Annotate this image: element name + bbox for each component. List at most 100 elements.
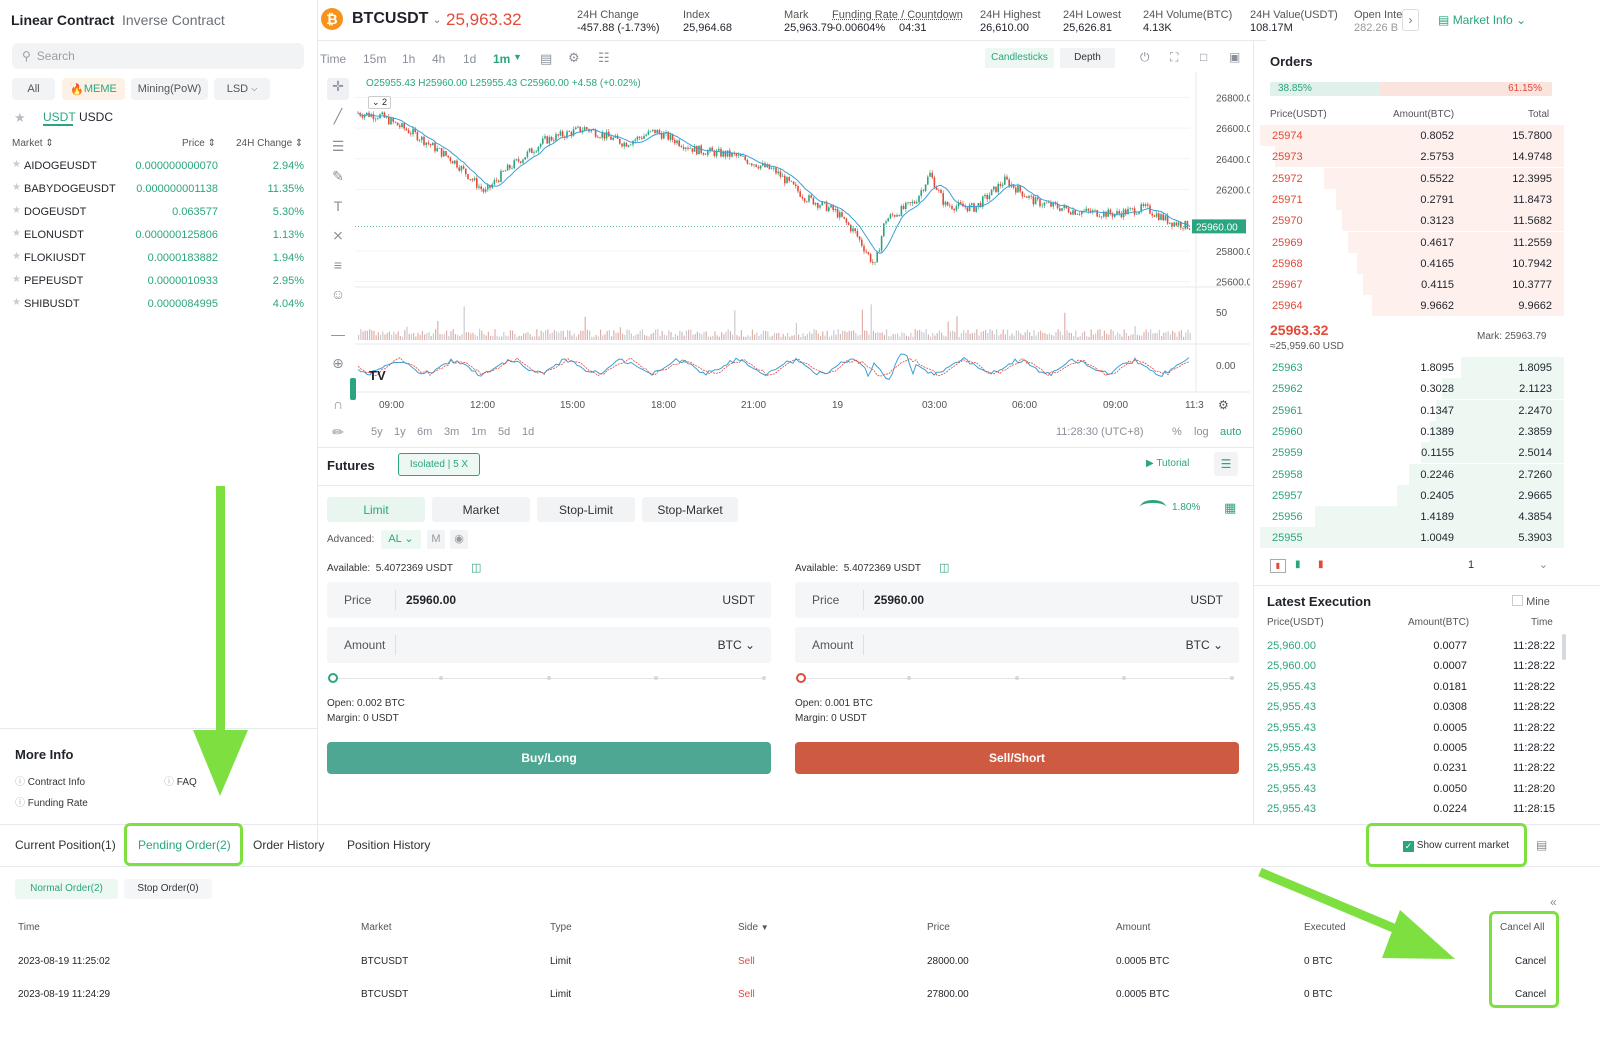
cancel-button[interactable]: Cancel xyxy=(1515,989,1547,1000)
ask-row[interactable]: 25973 2.5753 14.9748 xyxy=(1260,146,1564,168)
price-chart[interactable]: 26800.00 26600.00 26400.00 26200.00 25800.00… xyxy=(355,72,1250,422)
buy-amount-field[interactable]: Amount BTC ⌄ xyxy=(327,627,771,663)
power-icon[interactable]: ⏻ xyxy=(1140,50,1150,64)
layout-asks-icon[interactable]: ▮ xyxy=(1318,559,1324,570)
buy-amount-unit-select[interactable]: BTC ⌄ xyxy=(717,638,755,652)
col-market[interactable]: Market ⇕ xyxy=(12,138,54,149)
search-input[interactable]: ⚲ Search xyxy=(12,43,304,69)
sell-amount-field[interactable]: Amount BTC ⌄ xyxy=(795,627,1239,663)
bid-row[interactable]: 25958 0.2246 2.7260 xyxy=(1260,463,1564,485)
preferences-icon[interactable]: ☰ xyxy=(1214,452,1238,476)
faq-link[interactable]: ⓘ FAQ xyxy=(164,777,197,788)
interval-4h[interactable]: 4h xyxy=(432,52,446,66)
range-6m[interactable]: 6m xyxy=(417,426,433,438)
interval-1h[interactable]: 1h xyxy=(402,52,416,66)
sell-amount-slider[interactable] xyxy=(796,673,1234,683)
col-change[interactable]: 24H Change ⇕ xyxy=(236,138,304,149)
col-price[interactable]: Price ⇕ xyxy=(182,138,216,149)
tab-current-position[interactable]: Current Position(1) xyxy=(15,838,116,852)
bid-row[interactable]: 25957 0.2405 2.9665 xyxy=(1260,484,1564,506)
chevron-right-icon[interactable]: › xyxy=(1402,9,1419,31)
bid-row[interactable]: 25955 1.0049 5.3903 xyxy=(1260,527,1564,549)
advanced-m[interactable]: M xyxy=(427,530,445,549)
market-row[interactable]: ★ DOGEUSDT 0.063577 5.30% xyxy=(0,201,318,224)
ask-row[interactable]: 25968 0.4165 10.7942 xyxy=(1260,252,1564,274)
order-type-market[interactable]: Market xyxy=(432,497,530,522)
subtab-stop-order[interactable]: Stop Order(0) xyxy=(124,879,212,899)
symbol-title[interactable]: BTCUSDT ⌄ xyxy=(352,10,442,27)
mine-checkbox[interactable]: Mine xyxy=(1512,595,1550,608)
sell-price-field[interactable]: Price 25960.00 USDT xyxy=(795,582,1239,618)
camera-icon[interactable]: ▣ xyxy=(1229,50,1241,64)
star-icon[interactable]: ★ xyxy=(12,251,21,262)
market-row[interactable]: ★ ELONUSDT 0.000000125806 1.13% xyxy=(0,224,318,247)
crosshair-icon[interactable]: ✛ xyxy=(327,78,349,100)
range-5d[interactable]: 5d xyxy=(498,426,511,438)
range-1m[interactable]: 1m xyxy=(471,426,487,438)
market-row[interactable]: ★ SHIBUSDT 0.0000084995 4.04% xyxy=(0,293,318,316)
cancel-all-button[interactable]: Cancel All xyxy=(1500,922,1545,933)
range-5y[interactable]: 5y xyxy=(371,426,383,438)
fib-icon[interactable]: ≡ xyxy=(333,257,343,273)
show-current-market-checkbox[interactable]: ✓ Show current market xyxy=(1403,840,1510,852)
transfer-icon[interactable]: ◫ xyxy=(471,562,482,574)
star-icon[interactable]: ★ xyxy=(12,297,21,308)
tutorial-link[interactable]: ▶ Tutorial xyxy=(1146,458,1190,469)
grid-icon[interactable]: ▦ xyxy=(1224,500,1237,515)
buy-slider-knob[interactable] xyxy=(328,673,338,683)
ask-row[interactable]: 25974 0.8052 15.7800 xyxy=(1260,125,1564,146)
indicator-icon[interactable]: ⚙ xyxy=(568,50,580,65)
bid-row[interactable]: 25960 0.1389 2.3859 xyxy=(1260,420,1564,442)
scrollbar[interactable] xyxy=(1562,634,1566,660)
funding-rate-link[interactable]: ⓘ Funding Rate xyxy=(15,798,88,809)
view-candlesticks[interactable]: Candlesticks xyxy=(985,48,1054,68)
tab-pending-order[interactable]: Pending Order(2) xyxy=(138,838,231,852)
star-icon[interactable]: ★ xyxy=(12,274,21,285)
trendline-icon[interactable]: ╱ xyxy=(333,108,343,124)
market-info-button[interactable]: ▤ Market Info ⌄ xyxy=(1438,13,1527,27)
order-type-stop-limit[interactable]: Stop-Limit xyxy=(537,497,635,522)
ask-row[interactable]: 25967 0.4115 10.3777 xyxy=(1260,274,1564,296)
buy-amount-slider[interactable] xyxy=(328,673,766,683)
text-icon[interactable]: T xyxy=(333,198,343,214)
scale-percent[interactable]: % xyxy=(1172,426,1182,438)
ask-row[interactable]: 25971 0.2791 11.8473 xyxy=(1260,188,1564,210)
layout-both-icon[interactable]: ▮ xyxy=(1270,559,1286,573)
market-row[interactable]: ★ FLOKIUSDT 0.0000183882 1.94% xyxy=(0,247,318,270)
chart-type-icon[interactable]: ▤ xyxy=(540,51,553,66)
tab-linear-contract[interactable]: Linear Contract xyxy=(11,12,115,28)
zoom-icon[interactable]: ⊕ xyxy=(332,355,344,371)
favorite-star-icon[interactable]: ★ xyxy=(14,110,26,125)
interval-1d[interactable]: 1d xyxy=(463,52,477,66)
fullscreen-icon[interactable]: ⛶ xyxy=(1170,50,1179,64)
market-row[interactable]: ★ AIDOGEUSDT 0.000000000070 2.94% xyxy=(0,155,318,178)
collapse-handle[interactable] xyxy=(350,378,356,400)
chip-all[interactable]: All xyxy=(12,78,55,100)
ask-row[interactable]: 25970 0.3123 11.5682 xyxy=(1260,210,1564,232)
ask-row[interactable]: 25972 0.5522 12.3995 xyxy=(1260,167,1564,189)
bid-row[interactable]: 25956 1.4189 4.3854 xyxy=(1260,506,1564,528)
view-depth[interactable]: Depth xyxy=(1060,48,1115,68)
tab-usdt[interactable]: USDT xyxy=(43,110,76,124)
col-side[interactable]: Side ▼ xyxy=(738,922,769,933)
ask-row[interactable]: 25969 0.4617 11.2559 xyxy=(1260,231,1564,253)
subtab-normal-order[interactable]: Normal Order(2) xyxy=(15,879,118,899)
chip-meme[interactable]: 🔥 MEME xyxy=(62,78,125,100)
eye-icon[interactable]: ◉ xyxy=(450,530,468,549)
bid-row[interactable]: 25961 0.1347 2.2470 xyxy=(1260,399,1564,421)
brush-icon[interactable]: ✎ xyxy=(332,168,344,184)
market-row[interactable]: ★ BABYDOGEUSDT 0.000000001138 11.35% xyxy=(0,178,318,201)
hlines-icon[interactable]: ☰ xyxy=(331,138,345,154)
buy-price-input[interactable]: 25960.00 xyxy=(406,593,457,607)
chevron-down-icon[interactable]: ▼ xyxy=(513,52,522,62)
pencil-icon[interactable]: ✏ xyxy=(332,424,344,440)
compare-icon[interactable]: ☷ xyxy=(598,50,610,65)
tab-position-history[interactable]: Position History xyxy=(347,838,431,852)
contract-info-link[interactable]: ⓘ Contract Info xyxy=(15,777,86,788)
bid-row[interactable]: 25959 0.1155 2.5014 xyxy=(1260,442,1564,464)
tab-order-history[interactable]: Order History xyxy=(253,838,325,852)
pattern-icon[interactable]: ⨯ xyxy=(332,227,344,243)
indicator-badge[interactable]: ⌄ 2 xyxy=(368,96,392,109)
magnet-icon[interactable]: ∩ xyxy=(332,396,344,412)
transfer-icon[interactable]: ◫ xyxy=(939,562,950,574)
